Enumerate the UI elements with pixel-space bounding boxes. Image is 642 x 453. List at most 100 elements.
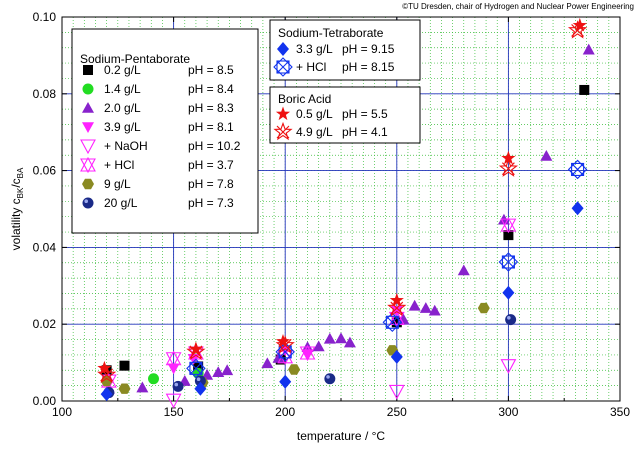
data-point-series-2 — [583, 44, 595, 55]
data-point-series-2-shape — [420, 302, 432, 313]
data-point-series-6 — [288, 364, 300, 374]
legend-marker-shape — [83, 65, 93, 75]
y-tick-label: 0.00 — [33, 394, 57, 408]
data-point-series-0 — [119, 361, 129, 371]
data-point-series-8-shape — [279, 375, 291, 389]
data-point-series-2 — [335, 332, 347, 343]
x-axis-label: temperature / °C — [297, 429, 386, 443]
data-point-series-8 — [502, 286, 514, 300]
legend-title: Sodium-Tetraborate — [278, 26, 384, 40]
legend-marker-highlight — [84, 199, 88, 203]
data-point-series-7-highlight — [197, 377, 201, 381]
data-point-series-2-shape — [212, 366, 224, 377]
data-point-series-7-shape — [324, 373, 335, 384]
data-point-series-2 — [212, 366, 224, 377]
data-point-series-7 — [324, 373, 335, 384]
data-point-series-7 — [505, 314, 516, 325]
data-point-series-2-shape — [136, 382, 148, 393]
data-point-series-7-shape — [173, 381, 184, 392]
x-tick-label: 250 — [387, 405, 407, 419]
y-tick-label: 0.06 — [33, 164, 57, 178]
legend-entry-concentration: 3.3 g/L — [296, 42, 333, 56]
legend-entry-concentration: 0.2 g/L — [104, 63, 141, 77]
y-tick-label: 0.02 — [33, 317, 57, 331]
legend-entry-ph: pH = 8.15 — [342, 60, 395, 74]
legend-entry-ph: pH = 7.3 — [188, 196, 234, 210]
legend-marker — [83, 198, 94, 209]
legend-entry-concentration: + HCl — [296, 60, 326, 74]
data-point-series-6-shape — [288, 364, 300, 374]
legend-marker — [274, 58, 292, 76]
data-point-series-2 — [458, 264, 470, 275]
y-axis-label-sub: BK — [16, 187, 25, 198]
legend-marker-shape — [83, 84, 94, 95]
legend-layer: Sodium-Pentaborate0.2 g/L pH = 8.51.4 g/L… — [72, 20, 420, 233]
data-point-series-8 — [572, 201, 584, 215]
data-point-series-2-shape — [313, 340, 325, 351]
legend-entry-ph: pH = 9.15 — [342, 42, 395, 56]
data-point-series-1-shape — [148, 373, 159, 384]
y-tick-label: 0.10 — [33, 10, 57, 24]
data-point-series-9 — [569, 160, 587, 178]
data-point-series-2 — [221, 364, 233, 375]
data-point-series-6-shape — [478, 303, 490, 313]
data-point-series-8-shape — [502, 286, 514, 300]
data-point-series-2 — [313, 340, 325, 351]
data-point-series-2-shape — [324, 333, 336, 344]
legend-entry-ph: pH = 8.1 — [188, 120, 234, 134]
legend-marker — [83, 84, 94, 95]
legend-entry-ph: pH = 7.8 — [188, 177, 234, 191]
data-point-series-2 — [420, 302, 432, 313]
y-axis-label: volatility cBK/cBA — [9, 167, 25, 250]
legend-entry-concentration: + HCl — [104, 158, 134, 172]
data-point-series-7-highlight — [326, 375, 330, 379]
data-point-series-2 — [324, 333, 336, 344]
y-axis-label-main: volatility c — [9, 198, 23, 250]
data-point-series-9 — [187, 359, 205, 377]
legend-title: Boric Acid — [278, 92, 331, 106]
data-point-series-2-shape — [221, 364, 233, 375]
x-tick-label: 300 — [498, 405, 518, 419]
legend-entry-ph: pH = 5.5 — [342, 107, 388, 121]
legend-entry-concentration: 20 g/L — [104, 196, 138, 210]
data-point-series-7-highlight — [174, 383, 178, 387]
legend-entry-ph: pH = 10.2 — [188, 139, 241, 153]
x-tick-label: 200 — [275, 405, 295, 419]
data-point-series-2 — [136, 382, 148, 393]
data-point-series-2-shape — [458, 264, 470, 275]
legend-entry-ph: pH = 8.5 — [188, 63, 234, 77]
data-point-series-9 — [499, 253, 517, 271]
y-tick-label: 0.08 — [33, 87, 57, 101]
legend-entry-concentration: 1.4 g/L — [104, 82, 141, 96]
legend-marker-shape — [83, 198, 94, 209]
data-point-series-0-shape — [579, 85, 589, 95]
data-point-series-2-shape — [583, 44, 595, 55]
data-point-series-2-shape — [429, 305, 441, 316]
data-point-series-10 — [573, 18, 587, 32]
legend-marker — [83, 65, 93, 75]
data-point-series-9 — [383, 313, 401, 331]
y-axis-label-sub: BA — [16, 167, 25, 178]
legend-entry-ph: pH = 8.4 — [188, 82, 234, 96]
legend-entry-concentration: 2.0 g/L — [104, 101, 141, 115]
legend-sodium-tetraborate: Sodium-Tetraborate 3.3 g/L pH = 9.15 + HCl… — [270, 20, 420, 80]
data-point-series-0-shape — [119, 361, 129, 371]
legend-entry-concentration: + NaOH — [104, 139, 148, 153]
data-point-series-2 — [429, 305, 441, 316]
copyright-note: ©TU Dresden, chair of Hydrogen and Nucle… — [402, 2, 634, 11]
data-point-series-8-shape — [572, 201, 584, 215]
data-point-series-7 — [173, 381, 184, 392]
data-point-series-1 — [148, 373, 159, 384]
legend-entry-concentration: 3.9 g/L — [104, 120, 141, 134]
data-point-series-2-shape — [335, 332, 347, 343]
legend-entry-ph: pH = 4.1 — [342, 125, 388, 139]
legend-entry-concentration: 0.5 g/L — [296, 107, 333, 121]
x-tick-label: 350 — [610, 405, 630, 419]
data-point-series-7-shape — [505, 314, 516, 325]
data-point-series-6 — [478, 303, 490, 313]
y-tick-label: 0.04 — [33, 240, 57, 254]
